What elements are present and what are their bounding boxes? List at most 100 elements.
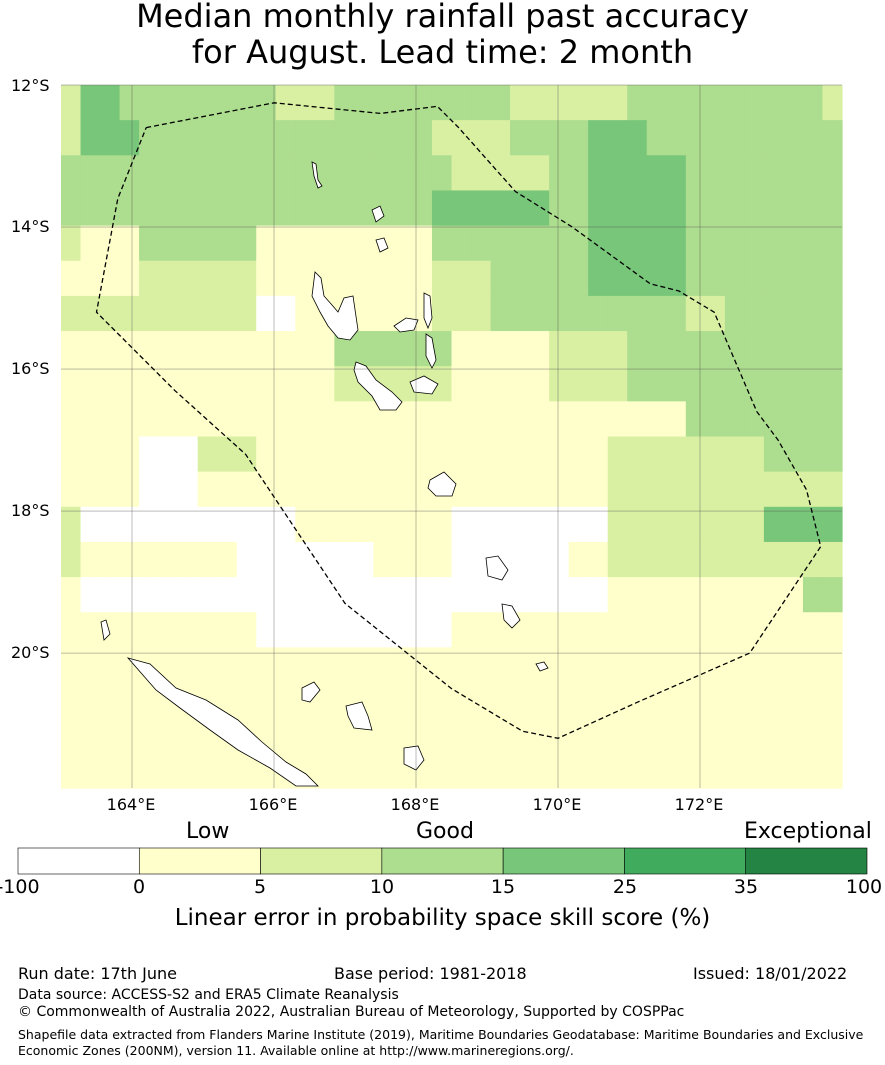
grid-cell — [217, 647, 238, 684]
grid-cell — [119, 225, 140, 262]
grid-cell — [490, 752, 511, 789]
grid-cell — [119, 155, 140, 192]
grid-cell — [119, 85, 140, 121]
grid-cell — [705, 225, 726, 262]
grid-cell — [510, 225, 531, 262]
grid-cell — [471, 682, 492, 719]
grid-cell — [373, 295, 394, 332]
grid-cell — [353, 612, 375, 648]
grid-cell — [314, 436, 335, 473]
grid-cell — [607, 401, 628, 438]
grid-cell — [392, 647, 414, 684]
grid-cell — [197, 225, 218, 262]
island-banks-gaua — [375, 237, 389, 253]
grid-cell — [568, 331, 589, 367]
grid-cell — [334, 752, 355, 789]
grid-cell — [119, 541, 140, 578]
grid-cell — [510, 471, 531, 508]
grid-cell — [822, 541, 843, 578]
grid-cell — [471, 752, 492, 789]
grid-cell — [705, 295, 726, 332]
grid-cell — [100, 577, 121, 613]
grid-cell — [256, 577, 277, 613]
grid-cell — [549, 541, 570, 578]
grid-cell — [353, 120, 375, 156]
grid-cell — [783, 682, 804, 719]
grid-cell — [666, 260, 687, 297]
grid-cell — [529, 541, 550, 578]
grid-cell — [549, 120, 570, 156]
grid-cell — [80, 506, 101, 543]
grid-cell — [100, 752, 121, 789]
grid-cell — [392, 577, 414, 613]
grid-cell — [646, 260, 667, 297]
grid-cell — [236, 85, 257, 121]
grid-cell — [510, 682, 531, 719]
grid-cell — [178, 295, 199, 332]
grid-cell — [373, 436, 394, 473]
grid-cell — [314, 331, 335, 367]
grid-cell — [646, 331, 667, 367]
grid-cell — [119, 260, 140, 297]
grid-cell — [490, 647, 511, 684]
grid-cell — [471, 506, 492, 543]
grid-cell — [471, 647, 492, 684]
grid-cell — [314, 541, 335, 578]
base-period: Base period: 1981-2018 — [334, 964, 527, 983]
colorbar-segment — [17, 847, 140, 875]
grid-cell — [314, 120, 335, 156]
grid-cell — [100, 225, 121, 262]
grid-cell — [236, 401, 257, 438]
grid-cell — [158, 85, 179, 121]
grid-cell — [451, 717, 472, 754]
grid-cell — [412, 401, 433, 438]
grid-cell — [119, 331, 140, 367]
grid-cell — [607, 647, 628, 684]
grid-cell — [178, 752, 199, 789]
grid-cell — [529, 155, 550, 192]
grid-cell — [783, 612, 804, 648]
grid-cell — [236, 295, 257, 332]
colorbar-segment — [260, 847, 383, 875]
grid-cell — [822, 120, 843, 156]
grid-cell — [178, 541, 199, 578]
grid-cell — [61, 225, 82, 262]
grid-cell — [724, 295, 745, 332]
grid-cell — [783, 436, 804, 473]
grid-cell — [627, 85, 648, 121]
grid-cell — [705, 190, 726, 227]
grid-cell — [822, 366, 843, 402]
grid-cell — [627, 471, 648, 508]
grid-cell — [61, 541, 82, 578]
grid-cell — [627, 506, 648, 543]
grid-cell — [822, 331, 843, 367]
island-loyalty-lifou — [345, 701, 373, 731]
grid-cell — [705, 366, 726, 402]
category-good: Good — [416, 819, 474, 844]
grid-cell — [783, 120, 804, 156]
grid-cell — [412, 577, 433, 613]
lon-label-166e: 166°E — [248, 795, 298, 814]
grid-cell — [295, 577, 316, 613]
grid-cell — [80, 85, 101, 121]
grid-cell — [61, 717, 82, 754]
grid-cell — [236, 612, 257, 648]
grid-cell — [510, 295, 531, 332]
grid-cell — [295, 436, 316, 473]
grid-cell — [392, 401, 414, 438]
grid-cell — [197, 541, 218, 578]
grid-cell — [822, 506, 843, 543]
grid-cell — [783, 647, 804, 684]
grid-cell — [705, 506, 726, 543]
grid-cell — [119, 647, 140, 684]
grid-cell — [802, 85, 824, 121]
grid-cell — [451, 331, 472, 367]
grid-cell — [295, 612, 316, 648]
grid-cell — [510, 366, 531, 402]
grid-cell — [295, 225, 316, 262]
grid-cell — [256, 471, 277, 508]
grid-cell — [802, 436, 824, 473]
grid-cell — [334, 260, 355, 297]
grid-cell — [373, 577, 394, 613]
colorbar-segment — [502, 847, 625, 875]
